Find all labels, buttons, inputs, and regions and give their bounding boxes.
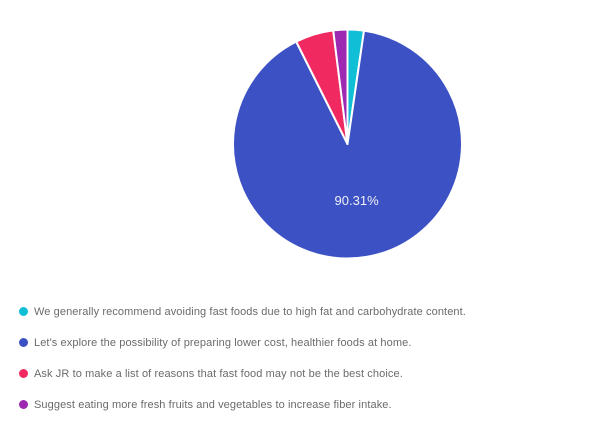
- legend-dot-icon: [19, 307, 28, 316]
- legend-item[interactable]: Ask JR to make a list of reasons that fa…: [15, 358, 466, 389]
- pie-data-label: 90.31%: [335, 193, 380, 208]
- legend-dot-icon: [19, 338, 28, 347]
- legend-item[interactable]: We generally recommend avoiding fast foo…: [15, 296, 466, 327]
- chart-legend: We generally recommend avoiding fast foo…: [15, 296, 466, 420]
- legend-dot-icon: [19, 400, 28, 409]
- legend-item-label: Suggest eating more fresh fruits and veg…: [34, 398, 392, 411]
- legend-item-label: Ask JR to make a list of reasons that fa…: [34, 367, 403, 380]
- pie-slice[interactable]: [332, 28, 349, 145]
- legend-dot-icon: [19, 369, 28, 378]
- legend-item-label: Let's explore the possibility of prepari…: [34, 336, 412, 349]
- legend-item[interactable]: Suggest eating more fresh fruits and veg…: [15, 389, 466, 420]
- legend-item[interactable]: Let's explore the possibility of prepari…: [15, 327, 466, 358]
- legend-item-label: We generally recommend avoiding fast foo…: [34, 305, 466, 318]
